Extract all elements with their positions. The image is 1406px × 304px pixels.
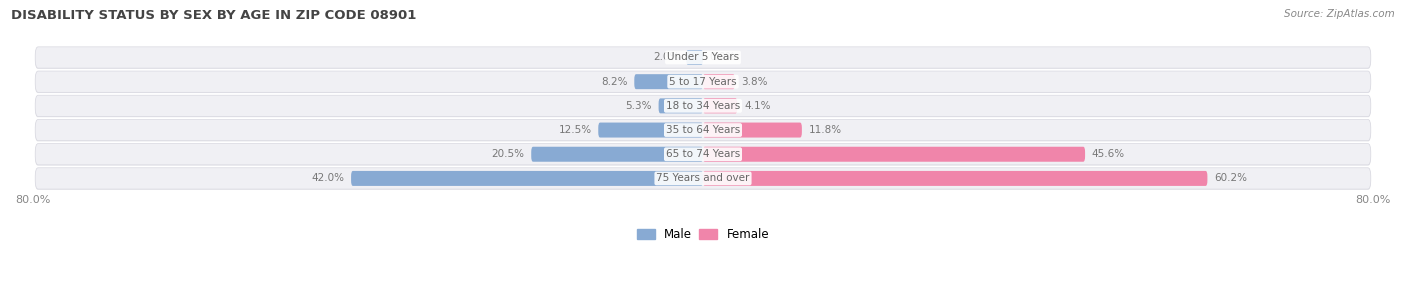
FancyBboxPatch shape	[599, 123, 703, 137]
Text: 11.8%: 11.8%	[808, 125, 842, 135]
FancyBboxPatch shape	[35, 168, 1371, 190]
FancyBboxPatch shape	[35, 95, 1371, 116]
FancyBboxPatch shape	[35, 72, 1371, 93]
Text: DISABILITY STATUS BY SEX BY AGE IN ZIP CODE 08901: DISABILITY STATUS BY SEX BY AGE IN ZIP C…	[11, 9, 416, 22]
Text: 35 to 64 Years: 35 to 64 Years	[666, 125, 740, 135]
Text: 45.6%: 45.6%	[1092, 149, 1125, 159]
Text: 8.2%: 8.2%	[602, 77, 627, 87]
Text: 18 to 34 Years: 18 to 34 Years	[666, 101, 740, 111]
FancyBboxPatch shape	[703, 98, 737, 113]
Text: 20.5%: 20.5%	[492, 149, 524, 159]
Text: 5 to 17 Years: 5 to 17 Years	[669, 77, 737, 87]
Text: 75 Years and over: 75 Years and over	[657, 173, 749, 183]
FancyBboxPatch shape	[35, 47, 1371, 68]
Text: 0.0%: 0.0%	[710, 53, 735, 63]
FancyBboxPatch shape	[703, 171, 1208, 186]
FancyBboxPatch shape	[35, 120, 1371, 141]
FancyBboxPatch shape	[352, 171, 703, 186]
FancyBboxPatch shape	[35, 48, 1371, 69]
FancyBboxPatch shape	[35, 119, 1371, 141]
FancyBboxPatch shape	[35, 168, 1371, 189]
Text: Source: ZipAtlas.com: Source: ZipAtlas.com	[1284, 9, 1395, 19]
FancyBboxPatch shape	[686, 50, 703, 65]
FancyBboxPatch shape	[703, 123, 801, 137]
FancyBboxPatch shape	[703, 74, 735, 89]
FancyBboxPatch shape	[531, 147, 703, 162]
Text: 60.2%: 60.2%	[1215, 173, 1247, 183]
Text: Under 5 Years: Under 5 Years	[666, 53, 740, 63]
FancyBboxPatch shape	[35, 71, 1371, 92]
Text: 5.3%: 5.3%	[626, 101, 652, 111]
FancyBboxPatch shape	[703, 147, 1085, 162]
Text: 42.0%: 42.0%	[311, 173, 344, 183]
FancyBboxPatch shape	[634, 74, 703, 89]
Legend: Male, Female: Male, Female	[633, 223, 773, 246]
FancyBboxPatch shape	[658, 98, 703, 113]
FancyBboxPatch shape	[35, 143, 1371, 165]
FancyBboxPatch shape	[35, 144, 1371, 166]
Text: 65 to 74 Years: 65 to 74 Years	[666, 149, 740, 159]
Text: 3.8%: 3.8%	[741, 77, 768, 87]
Text: 4.1%: 4.1%	[744, 101, 770, 111]
FancyBboxPatch shape	[35, 96, 1371, 117]
Text: 2.0%: 2.0%	[654, 53, 679, 63]
Text: 12.5%: 12.5%	[558, 125, 592, 135]
